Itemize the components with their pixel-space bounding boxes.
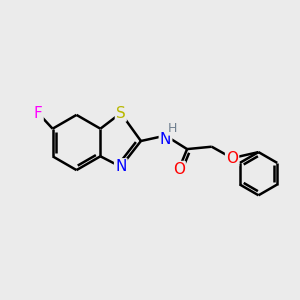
Text: F: F bbox=[34, 106, 43, 121]
Text: S: S bbox=[116, 106, 126, 121]
Text: N: N bbox=[160, 132, 171, 147]
Text: O: O bbox=[173, 162, 185, 177]
Text: O: O bbox=[226, 151, 238, 166]
Text: H: H bbox=[167, 122, 177, 135]
Text: N: N bbox=[115, 159, 127, 174]
